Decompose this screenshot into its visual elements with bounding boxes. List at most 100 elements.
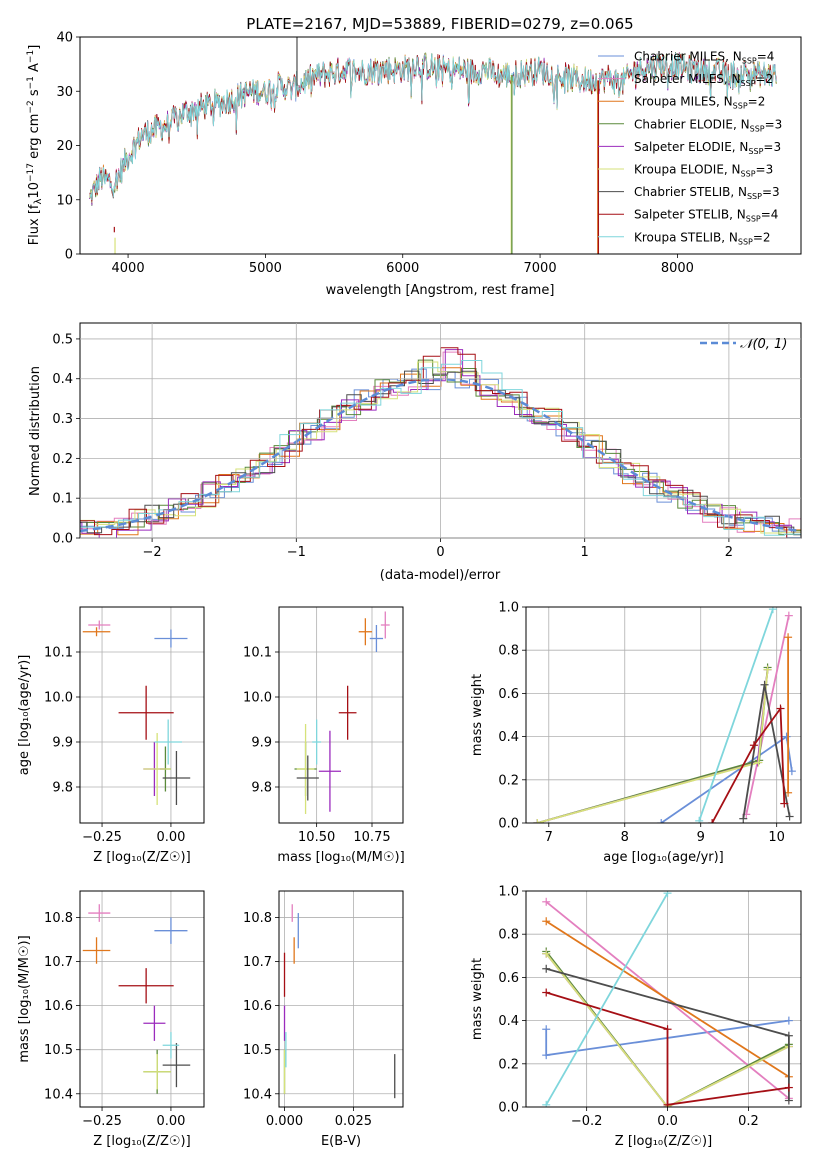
y-tick-label: 30 [56, 85, 73, 100]
panel-ylabel: mass weight [470, 674, 485, 756]
weight-line [537, 669, 769, 823]
weight-lines [533, 607, 796, 823]
panel-frame [278, 890, 404, 1108]
x-tick-label: 0.000 [266, 1114, 303, 1129]
y-tick-label: 0.4 [498, 730, 519, 745]
panel-frame [79, 606, 205, 824]
x-tick-label: −0.2 [571, 1114, 603, 1129]
legend-label: Chabrier MILES, NSSP=4 [634, 50, 774, 66]
residual-panel: −2 −1 0 1 2 0.0 0.1 0.2 0.3 0.4 0.5 (data-model)/e… [28, 322, 802, 583]
normal-legend-label: 𝒩(0, 1) [740, 337, 787, 352]
panel-xlabel: age [log₁₀(age/yr)] [603, 850, 724, 865]
x-tick-label: 0.2 [738, 1114, 759, 1129]
y-tick-label: 10 [56, 193, 73, 208]
weight-line [537, 669, 769, 823]
panel-xlabel: Z [log₁₀(Z/Z☉)] [93, 1134, 190, 1149]
legend-label: Salpeter ELODIE, NSSP=3 [634, 140, 781, 156]
spectrum-plot-area [89, 37, 777, 254]
x-tick-label: 8000 [661, 261, 694, 276]
legend-label-sub: SSP [741, 170, 756, 179]
y-tick-label: 10.5 [243, 1043, 272, 1058]
y-tick-label: 10.6 [243, 999, 272, 1014]
y-tick-label: 10.1 [44, 646, 73, 661]
x-tick-label: 4000 [112, 261, 145, 276]
legend-label-suffix: =4 [761, 208, 779, 222]
y-tick-label: 0.2 [52, 452, 73, 467]
y-tick-label: 0.2 [498, 773, 519, 788]
y-tick-label: 0.0 [498, 1101, 519, 1116]
residual-ticks: −2 −1 0 1 2 0.0 0.1 0.2 0.3 0.4 0.5 [52, 323, 801, 560]
x-tick-label: 1 [581, 545, 589, 560]
weight-vs-age-panel: 7 8 9 10 0.0 0.2 0.4 0.6 0.8 1.0 age [log₁₀(age/yr… [470, 601, 802, 865]
weight-line [545, 991, 790, 1106]
residual-hist-kroupa-stelib [80, 360, 801, 536]
legend-label-suffix: =3 [762, 185, 780, 199]
x-tick-label: 0.00 [156, 830, 185, 845]
legend-label-sub: SSP [738, 237, 753, 246]
y-tick-label: 0.8 [498, 928, 519, 943]
legend-label: Salpeter MILES, NSSP=2 [634, 72, 773, 88]
panel-frame [278, 606, 404, 824]
y-tick-label: 9.8 [52, 781, 73, 796]
panel-xlabel: E(B-V) [321, 1134, 361, 1149]
legend-label: Kroupa STELIB, NSSP=2 [634, 230, 771, 246]
legend-label-sub: SSP [742, 57, 757, 66]
y-tick-label: 9.9 [52, 736, 73, 751]
panel-xlabel: Z [log₁₀(Z/Z☉)] [93, 850, 190, 865]
legend-label: Salpeter STELIB, NSSP=4 [634, 208, 778, 224]
y-tick-label: 0.1 [52, 492, 73, 507]
panel-frame [79, 890, 205, 1108]
legend-label-sub: SSP [733, 102, 748, 111]
legend-label: Kroupa ELODIE, NSSP=3 [634, 163, 773, 179]
panel-frame [525, 606, 802, 824]
y-tick-label: 10.4 [243, 1087, 272, 1102]
y-tick-label: 1.0 [498, 885, 519, 900]
y-tick-label: 0.4 [52, 372, 73, 387]
x-tick-label: 0.0 [657, 1114, 678, 1129]
x-tick-label: 0.00 [156, 1114, 185, 1129]
residual-ylabel: Normed distribution [28, 366, 43, 496]
spectrum-ticks: 4000 5000 6000 7000 8000 0 10 20 30 40 [56, 31, 693, 277]
x-tick-label: 10.50 [298, 830, 335, 845]
y-tick-label: 10.7 [243, 955, 272, 970]
x-tick-label: 6000 [386, 261, 419, 276]
y-tick-label: 0.0 [52, 532, 73, 547]
residual-hist-chabrier-stelib [80, 370, 801, 536]
legend-label-suffix: =2 [748, 95, 766, 109]
legend-label-sub: SSP [741, 79, 756, 88]
y-tick-label: 0.4 [498, 1014, 519, 1029]
y-tick-label: 10.6 [44, 999, 73, 1014]
y-tick-label: 40 [56, 31, 73, 46]
weight-line [711, 705, 786, 823]
legend-label-suffix: =2 [753, 230, 771, 244]
y-tick-label: 10.0 [44, 691, 73, 706]
y-tick-label: 9.9 [251, 736, 272, 751]
x-tick-label: 0 [436, 545, 444, 560]
weight-line [745, 615, 790, 815]
spectrum-panel: PLATE=2167, MJD=53889, FIBERID=0279, z=0… [26, 15, 802, 298]
y-tick-label: 0 [65, 248, 73, 263]
weight-line [545, 892, 669, 1106]
y-tick-label: 10.7 [44, 955, 73, 970]
y-tick-label: 9.8 [251, 781, 272, 796]
weight-line [537, 667, 769, 823]
y-tick-label: 0.8 [498, 644, 519, 659]
residual-plot-area [80, 347, 801, 538]
weight-line [545, 920, 790, 1078]
x-tick-label: 10.75 [353, 830, 390, 845]
spectrum-line-kroupa-stelib [89, 52, 777, 201]
age-vs-mass-panel: 10.50 10.75 9.8 9.9 10.0 10.1 mass [log₁₀(M/M☉… [243, 606, 405, 865]
mass-vs-extinction-panel: 0.000 0.025 10.4 10.5 10.6 10.7 10.8 E(B-V) [243, 890, 404, 1149]
legend-label-sub: SSP [747, 192, 762, 201]
x-tick-label: 5000 [249, 261, 282, 276]
y-tick-label: 0.2 [498, 1057, 519, 1072]
legend-label: Chabrier ELODIE, NSSP=3 [634, 117, 782, 133]
y-tick-label: 1.0 [498, 601, 519, 616]
spectrum-title: PLATE=2167, MJD=53889, FIBERID=0279, z=0… [246, 15, 633, 33]
x-tick-label: 2 [725, 545, 733, 560]
legend-label-sub: SSP [750, 124, 765, 133]
legend-label-suffix: =3 [756, 163, 774, 177]
residual-xlabel: (data-model)/error [380, 568, 501, 583]
x-tick-label: 0.025 [335, 1114, 372, 1129]
